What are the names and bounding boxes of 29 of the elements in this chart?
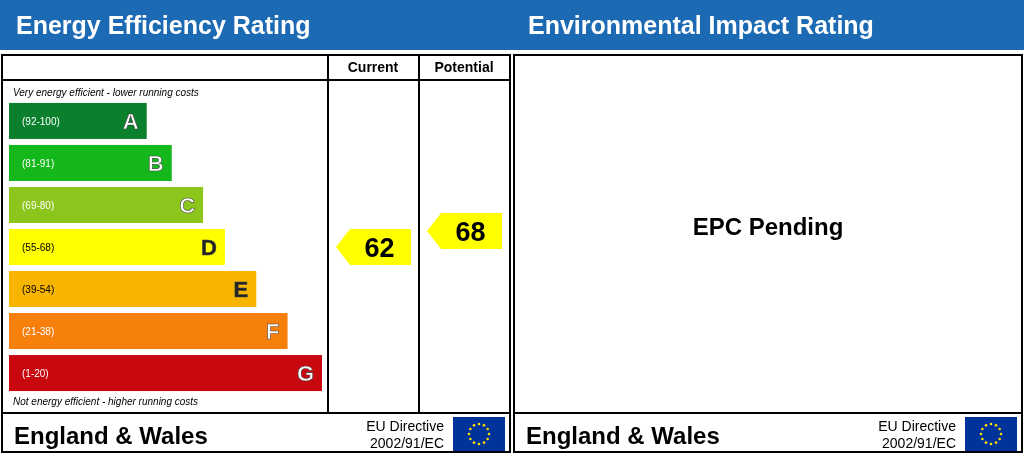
text: 68 — [455, 217, 486, 247]
y-tick-label: B — [147, 150, 164, 176]
y-tick-label: G — [296, 361, 314, 387]
y-tick-label: A — [122, 108, 139, 134]
text: 2002/91/EC — [882, 435, 956, 451]
y-tick-label: F — [266, 319, 280, 345]
annotation: (21-38) — [22, 326, 55, 338]
text: EPC Pending — [692, 213, 844, 240]
text: England & Wales — [14, 422, 208, 449]
y-tick-label: C — [179, 192, 196, 218]
annotation: (92-100) — [22, 115, 60, 127]
text: 62 — [364, 233, 395, 263]
text: Very energy efficient - lower running costs — [13, 87, 199, 98]
text: England & Wales — [526, 422, 720, 449]
y-tick-label: D — [201, 235, 217, 260]
y-tick-label: E — [233, 277, 249, 303]
annotation: (81-91) — [22, 157, 55, 169]
text: EU Directive — [366, 418, 445, 434]
text: Not energy efficient - higher running costs — [13, 396, 199, 407]
text: 2002/91/EC — [370, 435, 444, 451]
text: EU Directive — [878, 418, 957, 434]
chart-title: Energy Efficiency Rating — [16, 11, 311, 39]
annotation: (55-68) — [22, 242, 55, 253]
text: Environmental Impact Rating — [528, 11, 874, 39]
text: Current — [347, 59, 399, 75]
annotation: (69-80) — [22, 199, 55, 211]
annotation: (1-20) — [22, 368, 49, 380]
annotation: (39-54) — [22, 284, 55, 296]
text: Potential — [434, 59, 494, 75]
